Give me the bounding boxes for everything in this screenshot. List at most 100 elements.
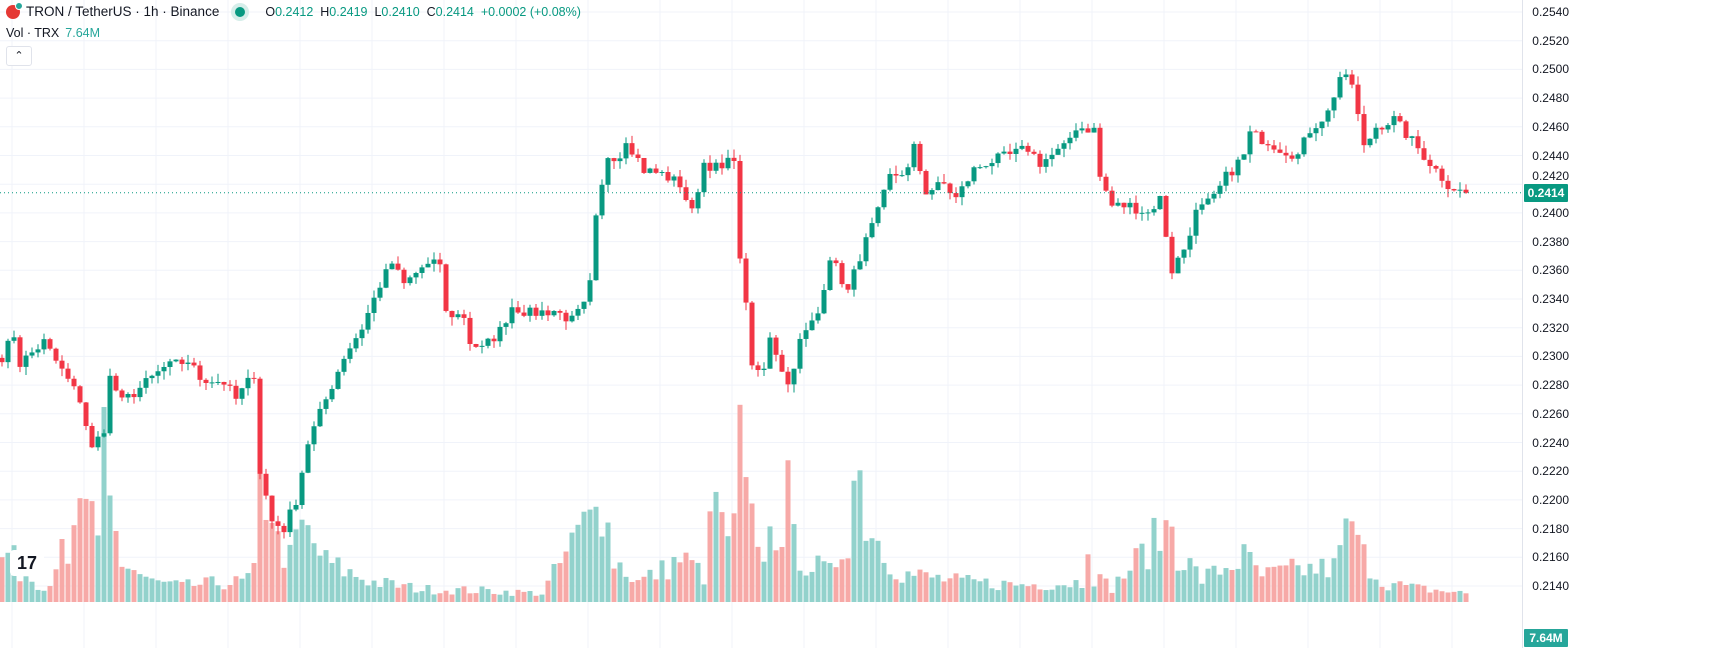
tradingview-logo[interactable]: 17	[10, 550, 44, 576]
candle-body	[431, 259, 437, 264]
candle-body	[1007, 151, 1013, 154]
volume-bar	[161, 581, 167, 602]
volume-bar	[1373, 579, 1379, 602]
volume-bar	[239, 578, 245, 602]
candle-body	[1445, 180, 1451, 190]
price-tick-label: 0.2540	[1532, 5, 1569, 19]
candle-body	[383, 269, 389, 288]
candle-body	[809, 320, 815, 331]
volume-bar	[851, 480, 857, 602]
candle-body	[1115, 202, 1121, 206]
volume-bar	[575, 524, 581, 602]
candle-body	[1103, 176, 1109, 191]
candle-body	[119, 390, 125, 398]
candle-body	[851, 269, 857, 290]
volume-bar	[611, 568, 617, 602]
candle-body	[1259, 131, 1265, 145]
candle-body	[17, 337, 23, 367]
volume-bar	[809, 571, 815, 602]
candle-body	[1043, 159, 1049, 167]
candle-body	[1073, 130, 1079, 138]
volume-bar	[1001, 580, 1007, 602]
volume-bar	[1175, 570, 1181, 602]
volume-bar	[635, 580, 641, 602]
volume-bar	[1049, 589, 1055, 602]
volume-bar	[119, 566, 125, 602]
candle-body	[197, 365, 203, 380]
volume-label: Vol · TRX	[6, 26, 60, 40]
volume-bar	[935, 574, 941, 602]
tron-logo-icon	[6, 1, 23, 19]
candle-body	[1109, 190, 1115, 206]
volume-bar	[425, 585, 431, 602]
volume-bar	[659, 560, 665, 602]
volume-bar	[1397, 581, 1403, 602]
candle-body	[1001, 151, 1007, 154]
volume-bar	[1163, 520, 1169, 602]
price-tick-label: 0.2180	[1532, 521, 1569, 536]
volume-bar	[353, 576, 359, 602]
volume-bar	[605, 522, 611, 602]
volume-bar	[947, 578, 953, 602]
candle-body	[1055, 148, 1061, 155]
candle-body	[767, 337, 773, 369]
volume-bar	[875, 540, 881, 602]
symbol-title[interactable]: TRON / TetherUS · 1h · Binance	[26, 4, 220, 19]
candle-body	[1097, 127, 1103, 177]
price-axis[interactable]: 0.2540 0.2520 0.2500 0.2480 0.2460 0.2440 0.24…	[1522, 0, 1723, 648]
candle-body	[1457, 189, 1463, 191]
volume-bar	[545, 580, 551, 602]
volume-bar	[653, 579, 659, 602]
candle-body	[179, 359, 185, 364]
volume-bar	[1019, 584, 1025, 602]
volume-bar	[509, 595, 515, 602]
candle-body	[677, 176, 683, 188]
volume-bar	[275, 531, 281, 602]
volume-bar	[365, 585, 371, 602]
candle-body	[437, 259, 443, 265]
volume-bar	[185, 579, 191, 602]
volume-bar	[677, 562, 683, 602]
price-change: +0.0002 (+0.08%)	[480, 4, 581, 19]
candle-body	[83, 402, 89, 427]
candle-body	[1031, 151, 1037, 154]
candle-body	[1397, 116, 1403, 122]
candle-body	[329, 388, 335, 400]
volume-bar	[785, 460, 791, 602]
candle-body	[905, 167, 911, 176]
candle-body	[881, 189, 887, 208]
volume-bar	[1073, 580, 1079, 602]
candle-body	[131, 394, 137, 398]
candle-body	[791, 368, 797, 385]
candle-body	[245, 377, 251, 389]
volume-bar	[1271, 566, 1277, 602]
volume-bar	[833, 567, 839, 602]
volume-bar	[1277, 565, 1283, 602]
candle-body	[173, 359, 179, 362]
volume-bar	[521, 591, 527, 602]
volume-bar	[593, 506, 599, 602]
collapse-legend-button[interactable]: ⌃	[6, 46, 32, 66]
volume-bar	[65, 563, 71, 602]
candle-body	[1277, 149, 1283, 153]
market-status-icon[interactable]	[235, 6, 246, 17]
candle-body	[803, 330, 809, 339]
candle-body	[1241, 154, 1247, 160]
volume-bar	[1055, 585, 1061, 602]
price-chart[interactable]	[0, 0, 1522, 648]
candle-body	[149, 375, 155, 379]
volume-bar	[461, 586, 467, 602]
candle-body	[5, 340, 11, 363]
volume-bar	[779, 546, 785, 602]
candle-body	[617, 158, 623, 162]
volume-bar	[1247, 552, 1253, 602]
volume-bar	[1313, 573, 1319, 602]
volume-bar	[767, 526, 773, 602]
price-tick-label: 0.2240	[1532, 435, 1569, 450]
candle-body	[299, 472, 305, 506]
volume-bar	[695, 562, 701, 602]
volume-bar	[629, 581, 635, 602]
volume-bar	[923, 572, 929, 602]
volume-bar	[1199, 583, 1205, 602]
volume-bar	[701, 584, 707, 602]
